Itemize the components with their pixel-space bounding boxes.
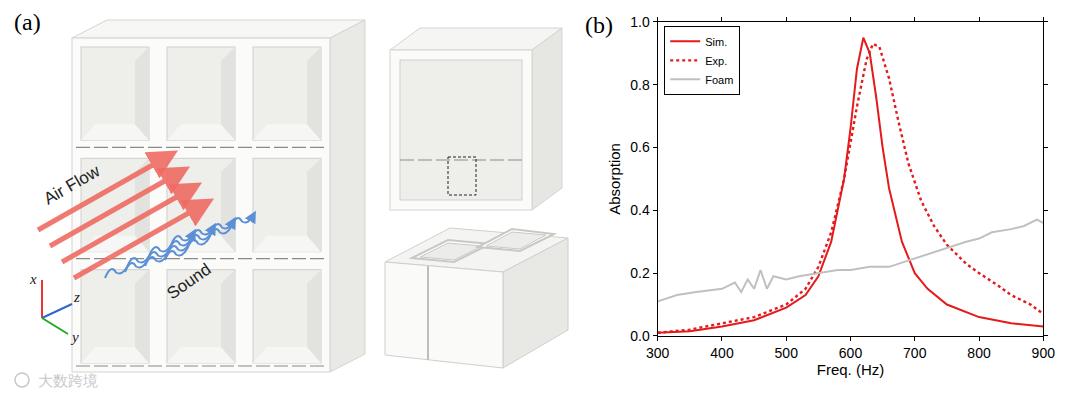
svg-text:(a): (a) — [14, 9, 41, 35]
svg-text:Sound: Sound — [163, 260, 214, 304]
svg-text:z: z — [73, 289, 80, 305]
svg-text:300: 300 — [646, 345, 670, 361]
svg-text:0.6: 0.6 — [630, 139, 650, 155]
svg-text:Freq. (Hz): Freq. (Hz) — [817, 361, 885, 378]
svg-text:1.0: 1.0 — [630, 14, 650, 30]
svg-text:y: y — [70, 329, 79, 345]
svg-text:900: 900 — [1032, 345, 1056, 361]
svg-text:0.2: 0.2 — [630, 265, 650, 281]
svg-text:Foam: Foam — [705, 74, 733, 86]
svg-text:Air Flow: Air Flow — [41, 161, 104, 209]
svg-text:0.4: 0.4 — [630, 202, 650, 218]
svg-text:Absorption: Absorption — [606, 143, 623, 215]
svg-text:700: 700 — [903, 345, 927, 361]
svg-text:600: 600 — [839, 345, 863, 361]
svg-text:(b): (b) — [585, 12, 613, 38]
svg-text:Sim.: Sim. — [705, 36, 727, 48]
svg-text:800: 800 — [967, 345, 991, 361]
svg-text:500: 500 — [775, 345, 799, 361]
svg-text:400: 400 — [710, 345, 734, 361]
svg-text:Exp.: Exp. — [705, 55, 727, 67]
svg-text:0.8: 0.8 — [630, 77, 650, 93]
svg-text:大数跨境: 大数跨境 — [38, 372, 98, 390]
svg-text:x: x — [29, 271, 37, 287]
svg-text:0.0: 0.0 — [630, 328, 650, 344]
